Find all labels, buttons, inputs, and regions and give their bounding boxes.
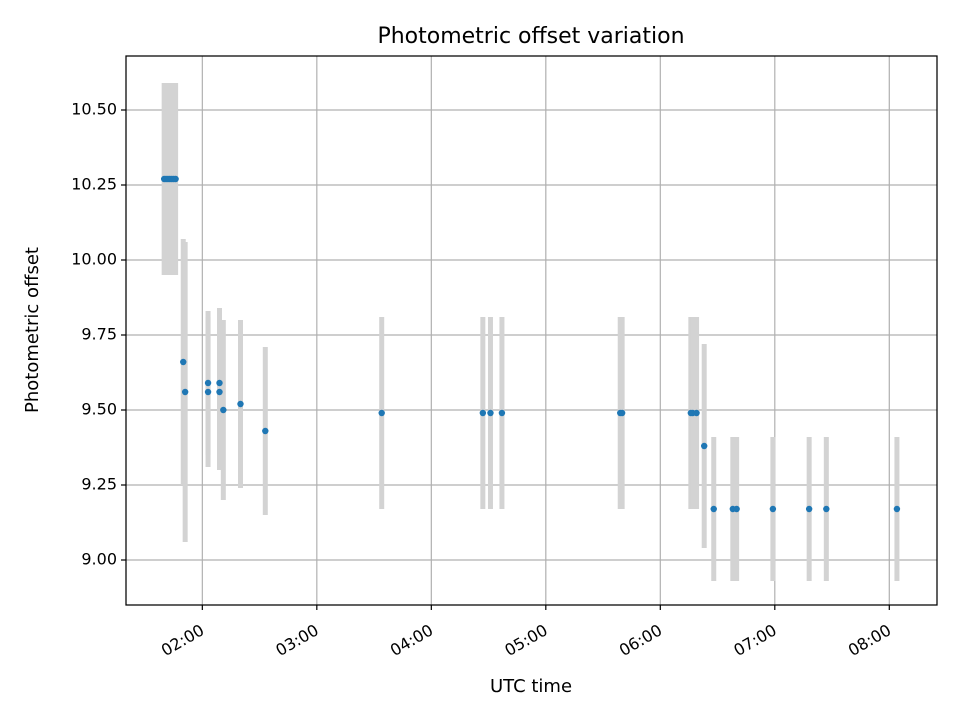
- data-point: [220, 406, 227, 414]
- x-axis: 02:00 03:00 04:00 05:00 06:00 07:00 08:00: [158, 605, 894, 660]
- y-tick-label: 10.00: [71, 250, 117, 269]
- y-axis: 9.00 9.25 9.50 9.75 10.00 10.25 10.50: [71, 100, 126, 569]
- grid: [126, 56, 937, 605]
- data-point: [893, 505, 901, 513]
- data-point: [216, 388, 223, 396]
- data-point: [378, 409, 385, 417]
- y-tick-label: 9.50: [81, 400, 117, 419]
- data-point: [769, 505, 777, 513]
- data-points: [160, 175, 901, 513]
- data-point: [498, 409, 506, 417]
- data-point: [172, 175, 179, 183]
- data-point: [479, 409, 487, 417]
- data-point: [700, 442, 708, 450]
- data-point: [204, 379, 212, 387]
- data-point: [733, 505, 740, 513]
- data-point: [216, 379, 223, 387]
- chart-title: Photometric offset variation: [377, 24, 684, 49]
- data-point: [204, 388, 212, 396]
- x-axis-title: UTC time: [490, 676, 572, 697]
- data-point: [181, 388, 189, 396]
- data-point: [618, 409, 626, 417]
- x-tick-label: 05:00: [501, 620, 550, 660]
- y-tick-label: 9.25: [81, 475, 117, 494]
- x-tick-label: 02:00: [158, 620, 207, 660]
- data-point: [805, 505, 813, 513]
- data-point: [710, 505, 717, 513]
- x-tick-label: 07:00: [730, 620, 779, 660]
- data-point: [487, 409, 494, 417]
- y-axis-title: Photometric offset: [22, 247, 43, 413]
- y-tick-label: 9.75: [81, 325, 117, 344]
- x-tick-label: 04:00: [387, 620, 436, 660]
- y-tick-label: 9.00: [81, 550, 117, 569]
- y-tick-label: 10.50: [71, 100, 117, 119]
- y-tick-label: 10.25: [71, 175, 117, 194]
- x-tick-label: 06:00: [616, 620, 665, 660]
- data-point: [693, 409, 700, 417]
- error-bars: [161, 83, 900, 581]
- data-point: [180, 358, 187, 366]
- plot-frame: [125, 55, 938, 606]
- data-point: [237, 400, 244, 408]
- x-tick-label: 03:00: [272, 620, 321, 660]
- x-tick-label: 08:00: [845, 620, 894, 660]
- data-point: [823, 505, 830, 513]
- data-point: [262, 427, 269, 435]
